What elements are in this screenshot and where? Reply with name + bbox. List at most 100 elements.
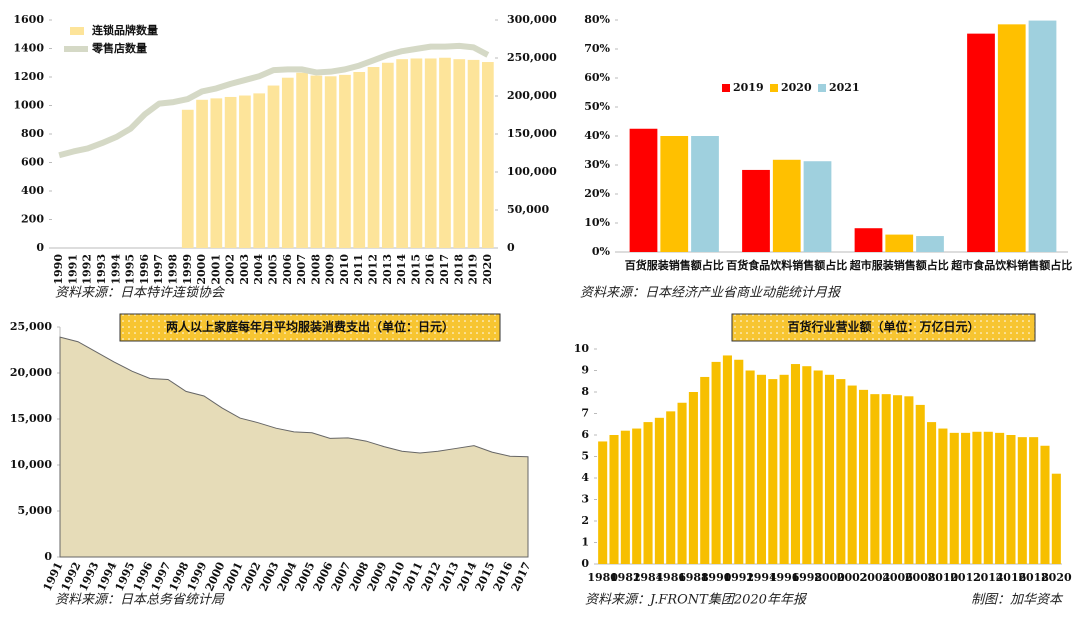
bar <box>995 432 1005 564</box>
x-tick-label: 2013 <box>381 254 394 285</box>
x-tick-label: 1994 <box>746 571 777 584</box>
x-tick-label: 1990 <box>52 254 65 285</box>
bar <box>609 435 619 564</box>
source-note: 资料来源：J.FRONT集团2020年年报 <box>585 593 808 608</box>
x-tick-label: 2011 <box>352 254 365 285</box>
bar <box>281 77 294 249</box>
bar <box>253 93 266 248</box>
bar <box>666 411 676 564</box>
x-tick-label: 2014 <box>973 571 1004 584</box>
bar <box>938 428 948 564</box>
bar <box>396 59 408 248</box>
bar <box>410 58 423 248</box>
x-tick-label: 1996 <box>138 254 151 285</box>
y-tick-label: 10 <box>574 342 590 355</box>
bar <box>847 385 857 564</box>
x-tick-label: 1997 <box>152 254 165 285</box>
legend-label: 连锁品牌数量 <box>92 23 158 37</box>
x-tick-label: 2000 <box>814 571 845 584</box>
y-tick-label: 4 <box>581 471 589 484</box>
y-tick-label: 5 <box>581 450 589 463</box>
y2-tick-label: 200,000 <box>507 89 557 102</box>
bar <box>768 379 778 564</box>
x-tick-label: 2005 <box>267 254 280 285</box>
y-tick-label: 60% <box>584 71 610 84</box>
x-tick-label: 2010 <box>928 571 959 584</box>
x-tick-label: 2010 <box>338 254 351 285</box>
legend-label: 2020 <box>781 81 812 94</box>
bar <box>381 62 394 248</box>
bar <box>1006 435 1016 564</box>
bar <box>700 376 710 564</box>
y-tick-label: 0 <box>36 241 44 254</box>
bar <box>813 370 823 564</box>
y-tick-label: 10% <box>584 216 610 229</box>
x-tick-label: 百货食品饮料销售额占比 <box>726 258 847 272</box>
x-tick-label: 2000 <box>195 254 208 285</box>
bar <box>210 98 223 248</box>
x-tick-label: 1982 <box>610 571 641 584</box>
bar <box>1029 437 1039 564</box>
bar <box>632 428 642 564</box>
x-tick-label: 2019 <box>467 254 480 285</box>
y-tick-label: 0% <box>592 245 611 258</box>
x-tick-label: 2002 <box>837 571 868 584</box>
y-tick-label: 1400 <box>13 42 44 55</box>
y2-tick-label: 250,000 <box>507 51 557 64</box>
bar <box>1051 473 1061 564</box>
y-tick-label: 5,000 <box>18 504 53 517</box>
x-tick-label: 2018 <box>1018 571 1049 584</box>
x-tick-label: 1999 <box>181 254 194 285</box>
y2-tick-label: 0 <box>507 241 515 254</box>
bar <box>756 374 766 564</box>
bar <box>339 74 351 248</box>
y-tick-label: 25,000 <box>10 320 52 333</box>
bar <box>742 169 770 252</box>
legend-label: 2021 <box>829 81 860 94</box>
y-tick-label: 1200 <box>13 70 44 83</box>
x-tick-label: 1994 <box>109 254 122 285</box>
bar <box>660 136 689 252</box>
bar <box>654 417 664 564</box>
bar <box>481 62 494 248</box>
bar <box>961 432 971 564</box>
bar <box>824 374 835 564</box>
bar <box>927 422 937 564</box>
x-tick-label: 1995 <box>124 254 137 285</box>
x-tick-label: 2012 <box>367 254 380 285</box>
bar <box>629 128 658 252</box>
bar <box>324 76 337 248</box>
bar <box>196 99 208 248</box>
x-tick-label: 2008 <box>309 254 322 285</box>
bar <box>803 161 832 252</box>
legend-label: 零售店数量 <box>91 41 147 55</box>
bar <box>885 234 914 252</box>
area <box>59 336 529 558</box>
y-tick-label: 20% <box>584 187 610 200</box>
legend-swatch <box>818 84 826 92</box>
y2-tick-label: 100,000 <box>507 165 557 178</box>
bar <box>893 395 903 564</box>
y-tick-label: 15,000 <box>10 412 52 425</box>
bar <box>224 96 237 248</box>
x-tick-label: 1984 <box>633 571 664 584</box>
title-box <box>731 313 1036 342</box>
x-tick-label: 2014 <box>395 254 408 285</box>
y-tick-label: 50% <box>584 100 610 113</box>
legend-swatch <box>70 27 84 35</box>
x-tick-label: 2015 <box>409 254 422 285</box>
bar <box>904 396 914 564</box>
x-tick-label: 2003 <box>238 254 251 285</box>
bar <box>734 359 744 564</box>
y-tick-label: 30% <box>584 158 610 171</box>
bar <box>745 370 755 564</box>
bar <box>802 366 812 564</box>
bar <box>722 355 732 564</box>
x-tick-label: 超市食品饮料销售额占比 <box>950 258 1072 272</box>
bar <box>181 109 194 249</box>
y-tick-label: 1000 <box>13 99 44 112</box>
x-tick-label: 2018 <box>452 254 465 285</box>
chart-title: 百货行业营业额（单位：万亿日元） <box>787 319 979 334</box>
bar <box>620 430 630 564</box>
y-tick-label: 0 <box>44 550 52 563</box>
